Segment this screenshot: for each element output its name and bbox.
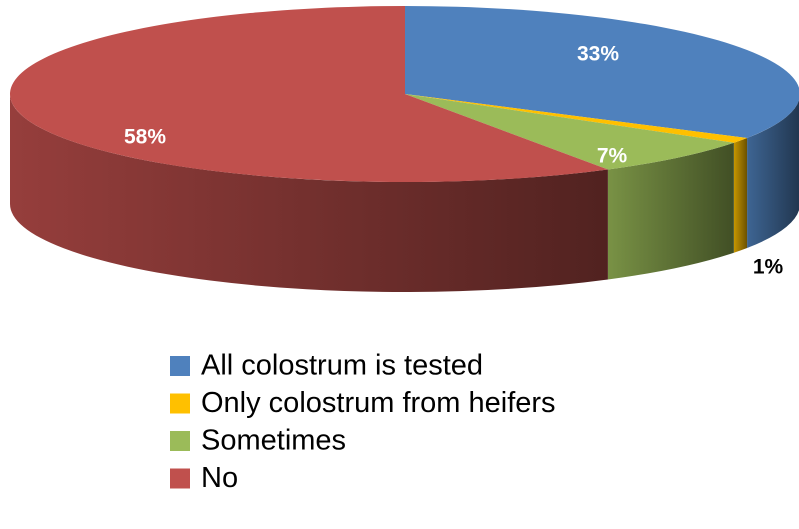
legend-label: Only colostrum from heifers [201,387,556,419]
slice [405,6,799,138]
slice-side [607,142,734,280]
legend-swatch [170,431,190,451]
slice-side [747,100,799,248]
value-label: 1% [753,256,784,279]
value-label: 33% [577,43,619,66]
legend-swatch [170,468,190,489]
legend-label: All colostrum is tested [201,350,483,382]
legend-label: No [201,462,238,494]
value-label: 58% [124,126,166,149]
value-label: 7% [597,145,628,168]
legend-label: Sometimes [201,425,346,457]
slice [405,94,734,170]
slice [405,94,748,143]
slice-side [10,94,608,293]
slice-side [733,138,748,253]
legend-swatch [170,356,190,376]
legend-swatch [170,393,190,414]
slice [9,6,608,182]
